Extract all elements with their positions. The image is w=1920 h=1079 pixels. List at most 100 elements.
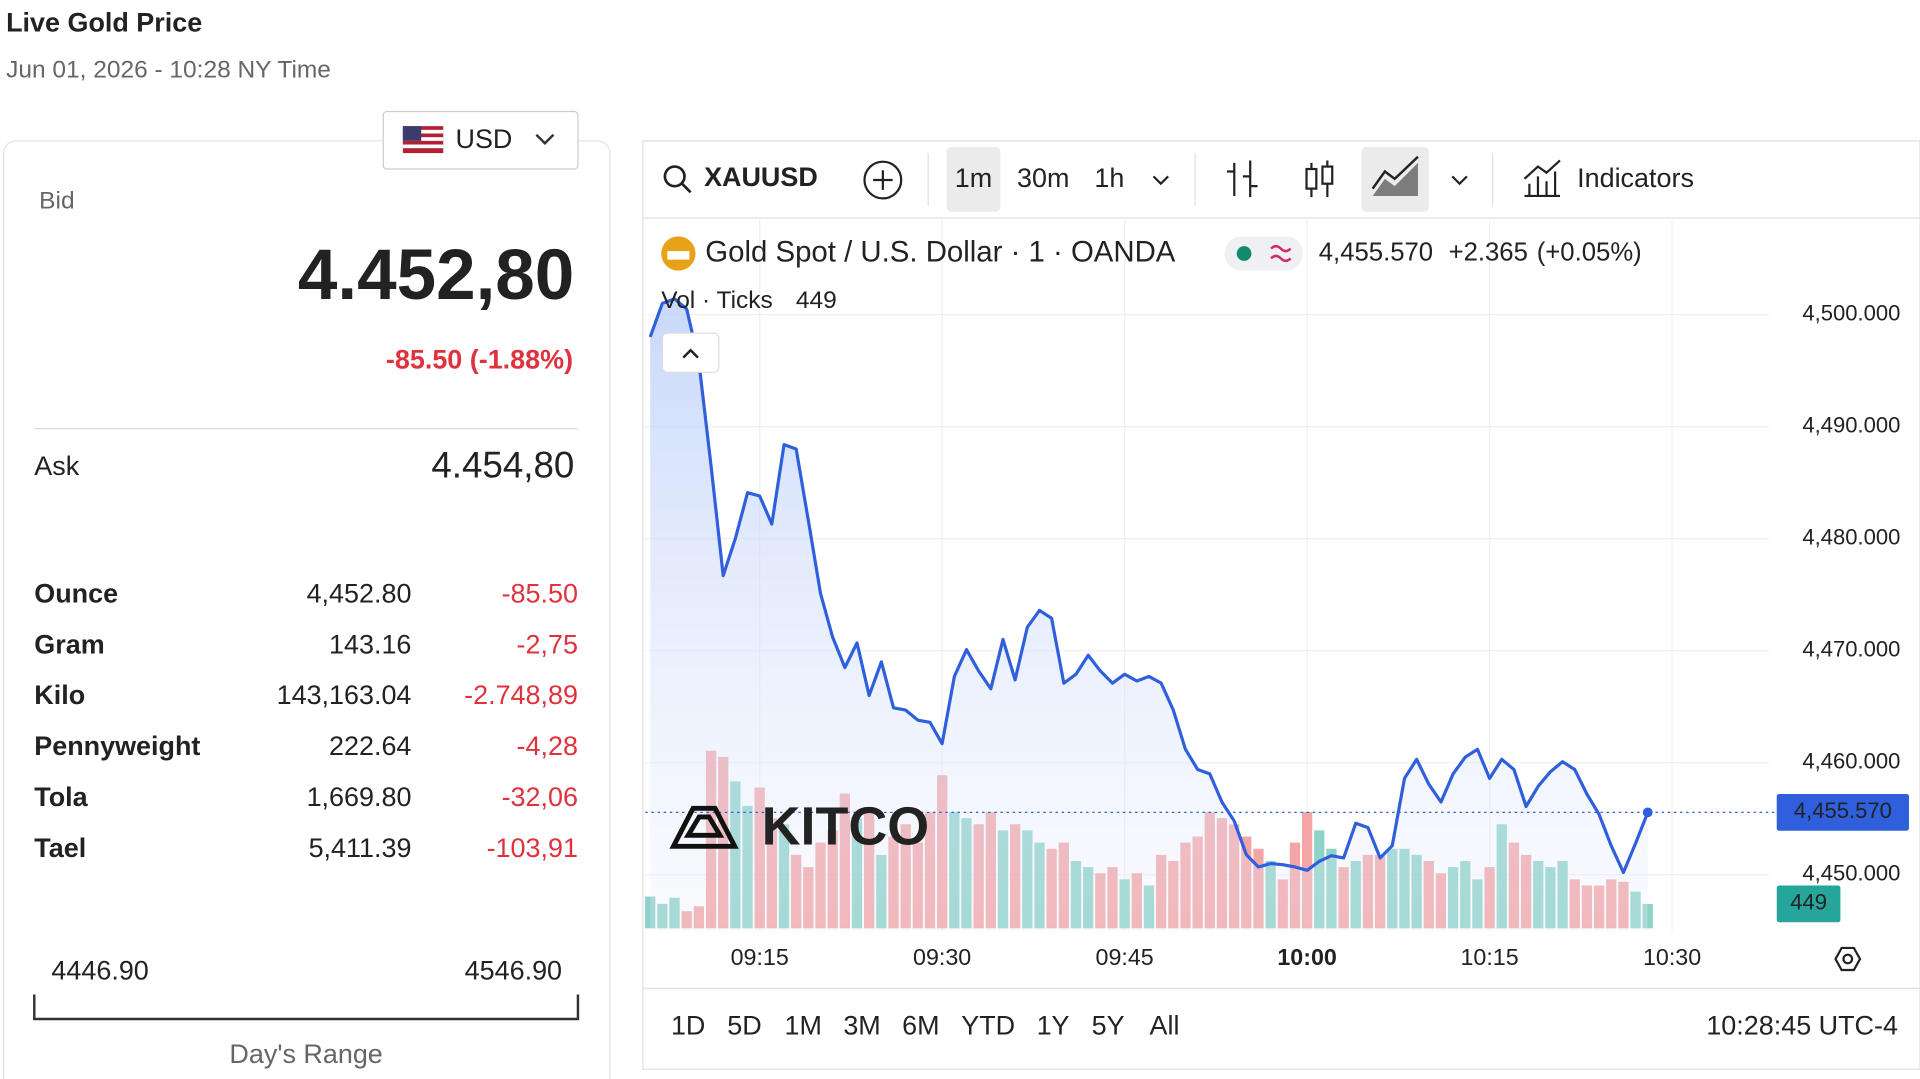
currency-code: USD [456, 124, 513, 154]
flag-stripe [402, 144, 444, 149]
volume-legend: Vol · Ticks [661, 287, 773, 314]
unit-change: -85.50 [502, 578, 578, 608]
unit-price: 143,163.04 [277, 680, 412, 710]
legend-price: 4,455.570 [1319, 238, 1433, 266]
period-button[interactable]: 1M [785, 1011, 822, 1041]
x-tick-label: 09:15 [731, 944, 789, 970]
period-button[interactable]: YTD [961, 1011, 1015, 1041]
clock: 10:28:45 UTC-4 [1706, 1011, 1898, 1041]
symbol-search[interactable]: XAUUSD [663, 162, 818, 194]
range-low: 4446.90 [51, 956, 148, 986]
unit-change: -32,06 [502, 782, 578, 812]
unit-name: Tola [34, 782, 88, 812]
period-button[interactable]: 3M [843, 1011, 880, 1041]
volume-flag-label: 449 [1790, 890, 1827, 915]
period-button[interactable]: 1Y [1037, 1011, 1070, 1041]
currency-select[interactable]: USD [382, 110, 579, 170]
y-tick-label: 4,450.000 [1802, 861, 1900, 886]
range-label: Day's Range [229, 1039, 382, 1069]
period-button[interactable]: 5D [727, 1011, 761, 1041]
status-dot [1236, 246, 1252, 261]
volume-flag [1776, 885, 1841, 923]
unit-name: Kilo [34, 680, 85, 710]
period-bar: 1D 5D 1M 3M 6M YTD 1Y 5Y All [671, 1011, 1180, 1041]
add-symbol[interactable] [863, 160, 903, 200]
unit-name: Tael [34, 833, 86, 863]
timestamp: Jun 01, 2026 - 10:28 NY Time [6, 57, 331, 84]
interval-menu[interactable] [1152, 175, 1169, 186]
settings-icon[interactable] [1834, 946, 1862, 972]
x-tick-label: 09:30 [913, 944, 971, 970]
period-button[interactable]: 5Y [1092, 1011, 1125, 1041]
search-icon [663, 165, 686, 188]
interval[interactable]: 30m [1017, 163, 1069, 193]
unit-price: 5,411.39 [309, 833, 412, 863]
unit-price: 4,452.80 [307, 578, 412, 608]
area-icon-line [1371, 155, 1419, 190]
price-area [650, 298, 1648, 931]
active-interval [946, 146, 1001, 212]
watermark: KITCO [669, 797, 929, 857]
flag-canton [402, 126, 422, 141]
x-tick-label: 10:00 [1277, 944, 1336, 970]
unit-price: 222.64 [329, 731, 411, 761]
unit-change: -4,28 [517, 731, 578, 761]
bid-price: 4.452,80 [298, 236, 574, 315]
ask-label: Ask [34, 451, 79, 481]
area-icon[interactable] [1372, 162, 1418, 196]
settings-dot [1842, 953, 1854, 965]
quote-panel [3, 140, 611, 1079]
collapse-button[interactable] [661, 332, 720, 373]
legend-change: +2.365 [1449, 238, 1528, 266]
period-button[interactable]: All [1150, 1011, 1180, 1041]
price-line [648, 297, 1650, 875]
x-tick-label: 10:15 [1461, 944, 1519, 970]
unit-name: Ounce [34, 578, 118, 608]
delayed-icon [1270, 244, 1292, 263]
y-tick-label: 4,500.000 [1802, 300, 1900, 325]
plus [873, 170, 893, 190]
indicators-button[interactable]: Indicators [1523, 159, 1694, 198]
collapse-box[interactable] [661, 332, 720, 373]
x-tick-label: 09:45 [1096, 944, 1154, 970]
y-tick-label: 4,470.000 [1802, 637, 1900, 662]
unit-name: Pennyweight [34, 731, 200, 761]
interval[interactable]: 1h [1094, 163, 1124, 193]
status-pill [1224, 236, 1303, 271]
ask-price: 4.454,80 [431, 445, 574, 486]
unit-price: 1,669.80 [307, 782, 412, 812]
volume-legend-value: 449 [796, 287, 837, 314]
currency-box[interactable] [382, 110, 579, 170]
plus-circle[interactable] [863, 160, 903, 200]
unit-name: Gram [34, 629, 104, 659]
interval[interactable]: 1m [955, 163, 992, 193]
unit-change: -2.748,89 [464, 680, 578, 710]
price-flag [1776, 794, 1909, 831]
y-tick-label: 4,480.000 [1802, 524, 1900, 549]
bid-label: Bid [39, 188, 74, 215]
indicators-icon [1523, 159, 1561, 198]
legend-change-pct: (+0.05%) [1537, 238, 1642, 266]
style-menu[interactable] [1451, 175, 1468, 186]
flag-stripe [402, 137, 444, 141]
bars-icon[interactable] [1226, 160, 1258, 198]
price-flag-label: 4,455.570 [1794, 798, 1892, 823]
range-bar [33, 994, 580, 1021]
symbol[interactable]: XAUUSD [704, 162, 818, 192]
period-button[interactable]: 1D [671, 1011, 705, 1041]
unit-change: -103,91 [487, 833, 578, 863]
unit-price: 143.16 [329, 629, 411, 659]
bid-change: -85.50 (-1.88%) [386, 344, 573, 374]
indicators-label[interactable]: Indicators [1577, 163, 1694, 193]
period-button[interactable]: 6M [902, 1011, 939, 1041]
flag-stripe [402, 129, 444, 134]
settings-button[interactable] [1834, 946, 1862, 972]
page-title: Live Gold Price [6, 8, 202, 38]
y-tick-label: 4,460.000 [1802, 749, 1900, 774]
unit-table: Ounce 4,452.80 -85.50 Gram 143.16 -2,75 Kilo 14… [34, 578, 578, 863]
search-icon [681, 182, 692, 194]
collapse-chevron [682, 348, 699, 359]
plot: 4,450.000 4,460.000 4,470.000 4,480.000 4,49… [645, 220, 1909, 970]
x-tick-label: 10:30 [1643, 944, 1701, 970]
